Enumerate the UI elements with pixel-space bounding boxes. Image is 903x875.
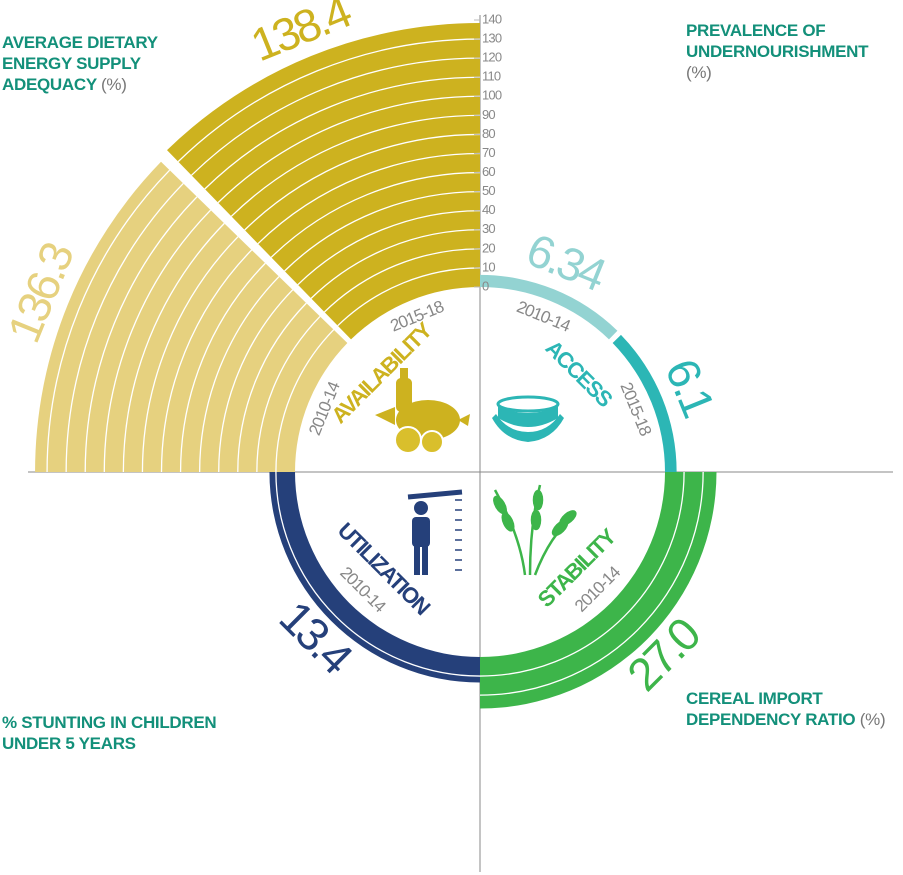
indicator-unit: (%) [101,75,127,94]
band-line [177,38,481,163]
y-tick-label: 50 [482,183,495,198]
band-line [284,190,481,272]
indicator-text: PREVALENCE OF UNDERNOURISHMENT [686,21,869,61]
band-line [122,222,225,473]
indicator-text: AVERAGE DIETARY ENERGY SUPPLY ADEQUACY [2,33,158,94]
band-line [230,114,481,217]
band-line [323,248,481,313]
indicator-unit: (%) [859,710,886,729]
y-tick-label: 130 [482,31,502,46]
indicator-title: CEREAL IMPORT DEPENDENCY RATIO (%) [686,688,896,730]
band-line [479,471,704,696]
radial-bar [269,472,480,683]
y-tick-label: 100 [482,88,502,103]
band-line [103,209,212,473]
y-tick-label: 60 [482,164,495,179]
person-icon [407,489,463,575]
y-tick-label: 140 [482,11,502,26]
band-line [275,471,481,677]
indicator-unit: (%) [686,63,712,82]
band-line [297,210,481,286]
band-line [237,302,307,473]
wheat-icon [493,484,577,576]
y-tick-label: 70 [482,145,495,160]
band-line [141,236,239,473]
y-tick-label: 120 [482,50,502,65]
band-line [204,76,481,190]
band-line [218,289,294,473]
y-tick-label: 110 [482,69,501,84]
band-line [244,133,481,231]
band-line [65,183,184,473]
food-icon [375,368,470,454]
radial-bar [480,472,717,709]
band-line [191,57,481,176]
band-line [160,249,253,473]
band-line [257,152,481,245]
y-tick-label: 0 [482,278,489,293]
band-line [217,95,481,204]
indicator-text: % STUNTING IN CHILDREN UNDER 5 YEARS [2,713,217,753]
band-line [46,169,171,473]
hands-bowl-icon [492,395,564,442]
y-tick-label: 40 [482,202,495,217]
y-tick-label: 10 [482,259,495,274]
band-line [337,267,481,327]
indicator-title: AVERAGE DIETARY ENERGY SUPPLY ADEQUACY (… [2,32,172,95]
y-tick-label: 80 [482,126,495,141]
band-line [198,276,280,473]
y-tick-label: 90 [482,107,495,122]
indicator-title: % STUNTING IN CHILDREN UNDER 5 YEARS [2,712,242,754]
indicator-title: PREVALENCE OF UNDERNOURISHMENT (%) [686,20,896,83]
indicator-text: CEREAL IMPORT DEPENDENCY RATIO [686,689,856,729]
y-tick-label: 30 [482,221,495,236]
band-line [479,471,685,677]
radial-bar [480,274,618,340]
radial-bar [35,161,348,472]
band-line [256,315,321,473]
radial-bar [612,334,677,472]
band-line [275,329,335,473]
band-line [310,229,481,299]
band-line [270,171,481,258]
y-tick-label: 20 [482,240,495,255]
band-line [179,262,266,473]
radial-bar [167,23,480,340]
band-line [84,196,198,473]
